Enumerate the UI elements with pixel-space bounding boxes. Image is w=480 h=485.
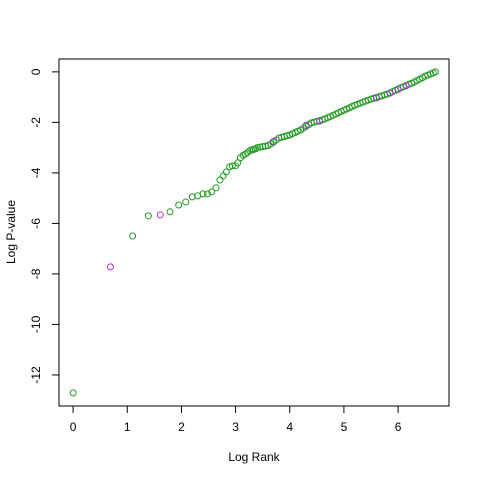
y-axis-label: Log P-value xyxy=(4,200,18,264)
point xyxy=(228,162,236,170)
x-tick-label: 5 xyxy=(341,420,348,434)
point xyxy=(270,137,277,145)
y-tick-label: -10 xyxy=(29,315,43,333)
x-tick-label: 6 xyxy=(395,420,402,434)
point xyxy=(175,201,183,209)
point xyxy=(144,212,152,220)
y-tick-label: 0 xyxy=(29,68,43,75)
point xyxy=(394,86,402,94)
point xyxy=(212,184,220,192)
x-tick-label: 1 xyxy=(124,420,131,434)
point xyxy=(219,172,227,180)
y-tick-label: -12 xyxy=(29,366,43,384)
point xyxy=(252,145,260,153)
x-tick-label: 4 xyxy=(286,420,293,434)
point xyxy=(216,176,224,184)
x-tick-label: 2 xyxy=(178,420,185,434)
point xyxy=(386,89,394,97)
y-tick-label: -6 xyxy=(29,218,43,229)
point xyxy=(431,68,439,76)
x-tick-label: 3 xyxy=(232,420,239,434)
point xyxy=(182,198,190,206)
point xyxy=(203,190,211,198)
point xyxy=(316,117,324,125)
point xyxy=(166,208,174,216)
point xyxy=(69,389,77,397)
plot-frame xyxy=(58,58,450,407)
y-tick-label: -8 xyxy=(29,268,43,279)
x-axis-label: Log Rank xyxy=(228,450,280,464)
point xyxy=(106,263,114,271)
point xyxy=(222,168,230,176)
point xyxy=(302,121,310,129)
point xyxy=(129,232,137,240)
point xyxy=(372,94,380,102)
x-tick-label: 0 xyxy=(70,420,77,434)
y-tick-label: -2 xyxy=(29,117,43,128)
point xyxy=(208,188,216,196)
point xyxy=(199,190,207,198)
point xyxy=(156,211,164,219)
y-tick-label: -4 xyxy=(29,167,43,178)
point xyxy=(402,82,410,90)
